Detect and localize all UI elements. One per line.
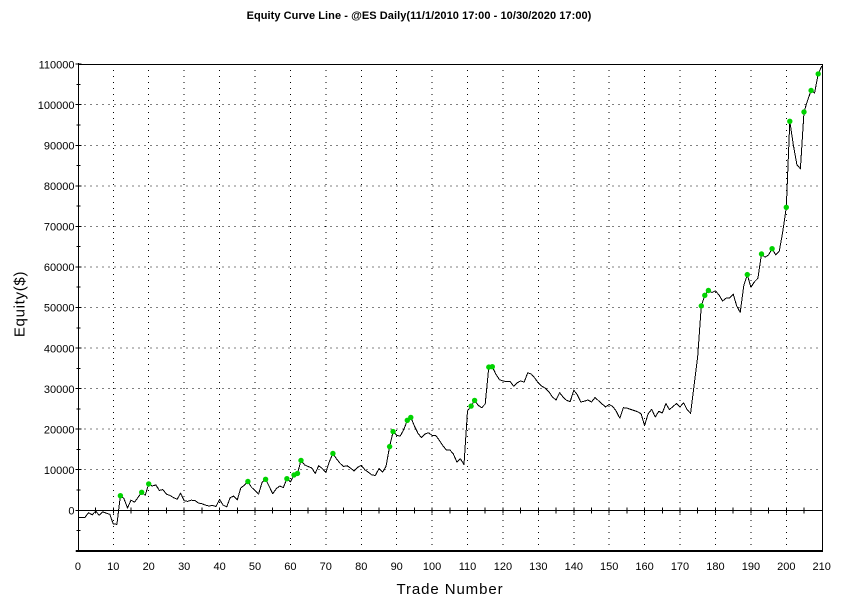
svg-text:30: 30 [178,561,190,573]
svg-text:20000: 20000 [44,424,75,436]
svg-text:90: 90 [391,561,403,573]
svg-text:70000: 70000 [44,222,75,234]
svg-text:130: 130 [529,561,547,573]
svg-text:190: 190 [742,561,760,573]
svg-text:100000: 100000 [38,100,75,112]
svg-text:70: 70 [320,561,332,573]
svg-text:120: 120 [494,561,512,573]
svg-text:150: 150 [600,561,618,573]
svg-text:80: 80 [355,561,367,573]
svg-text:170: 170 [671,561,689,573]
svg-text:20: 20 [143,561,155,573]
svg-text:50: 50 [249,561,261,573]
svg-text:Equity Curve Line - @ES Daily(: Equity Curve Line - @ES Daily(11/1/2010 … [247,10,592,22]
svg-text:10000: 10000 [44,465,75,477]
svg-text:40000: 40000 [44,343,75,355]
svg-text:110000: 110000 [39,59,75,71]
svg-text:100: 100 [423,561,441,573]
svg-text:110: 110 [459,561,477,573]
svg-text:Equity($): Equity($) [12,271,29,337]
svg-text:160: 160 [635,561,653,573]
svg-text:Trade Number: Trade Number [397,581,504,598]
svg-text:180: 180 [706,561,724,573]
svg-text:140: 140 [565,561,583,573]
svg-text:40: 40 [213,561,225,573]
svg-text:200: 200 [777,561,795,573]
svg-text:0: 0 [68,506,74,518]
svg-text:30000: 30000 [44,384,75,396]
svg-text:0: 0 [75,561,81,573]
svg-text:60: 60 [284,561,296,573]
svg-text:210: 210 [813,561,831,573]
svg-text:50000: 50000 [44,303,75,315]
svg-text:90000: 90000 [44,141,75,153]
svg-text:80000: 80000 [44,181,75,193]
svg-text:60000: 60000 [44,262,75,274]
svg-text:10: 10 [107,561,119,573]
